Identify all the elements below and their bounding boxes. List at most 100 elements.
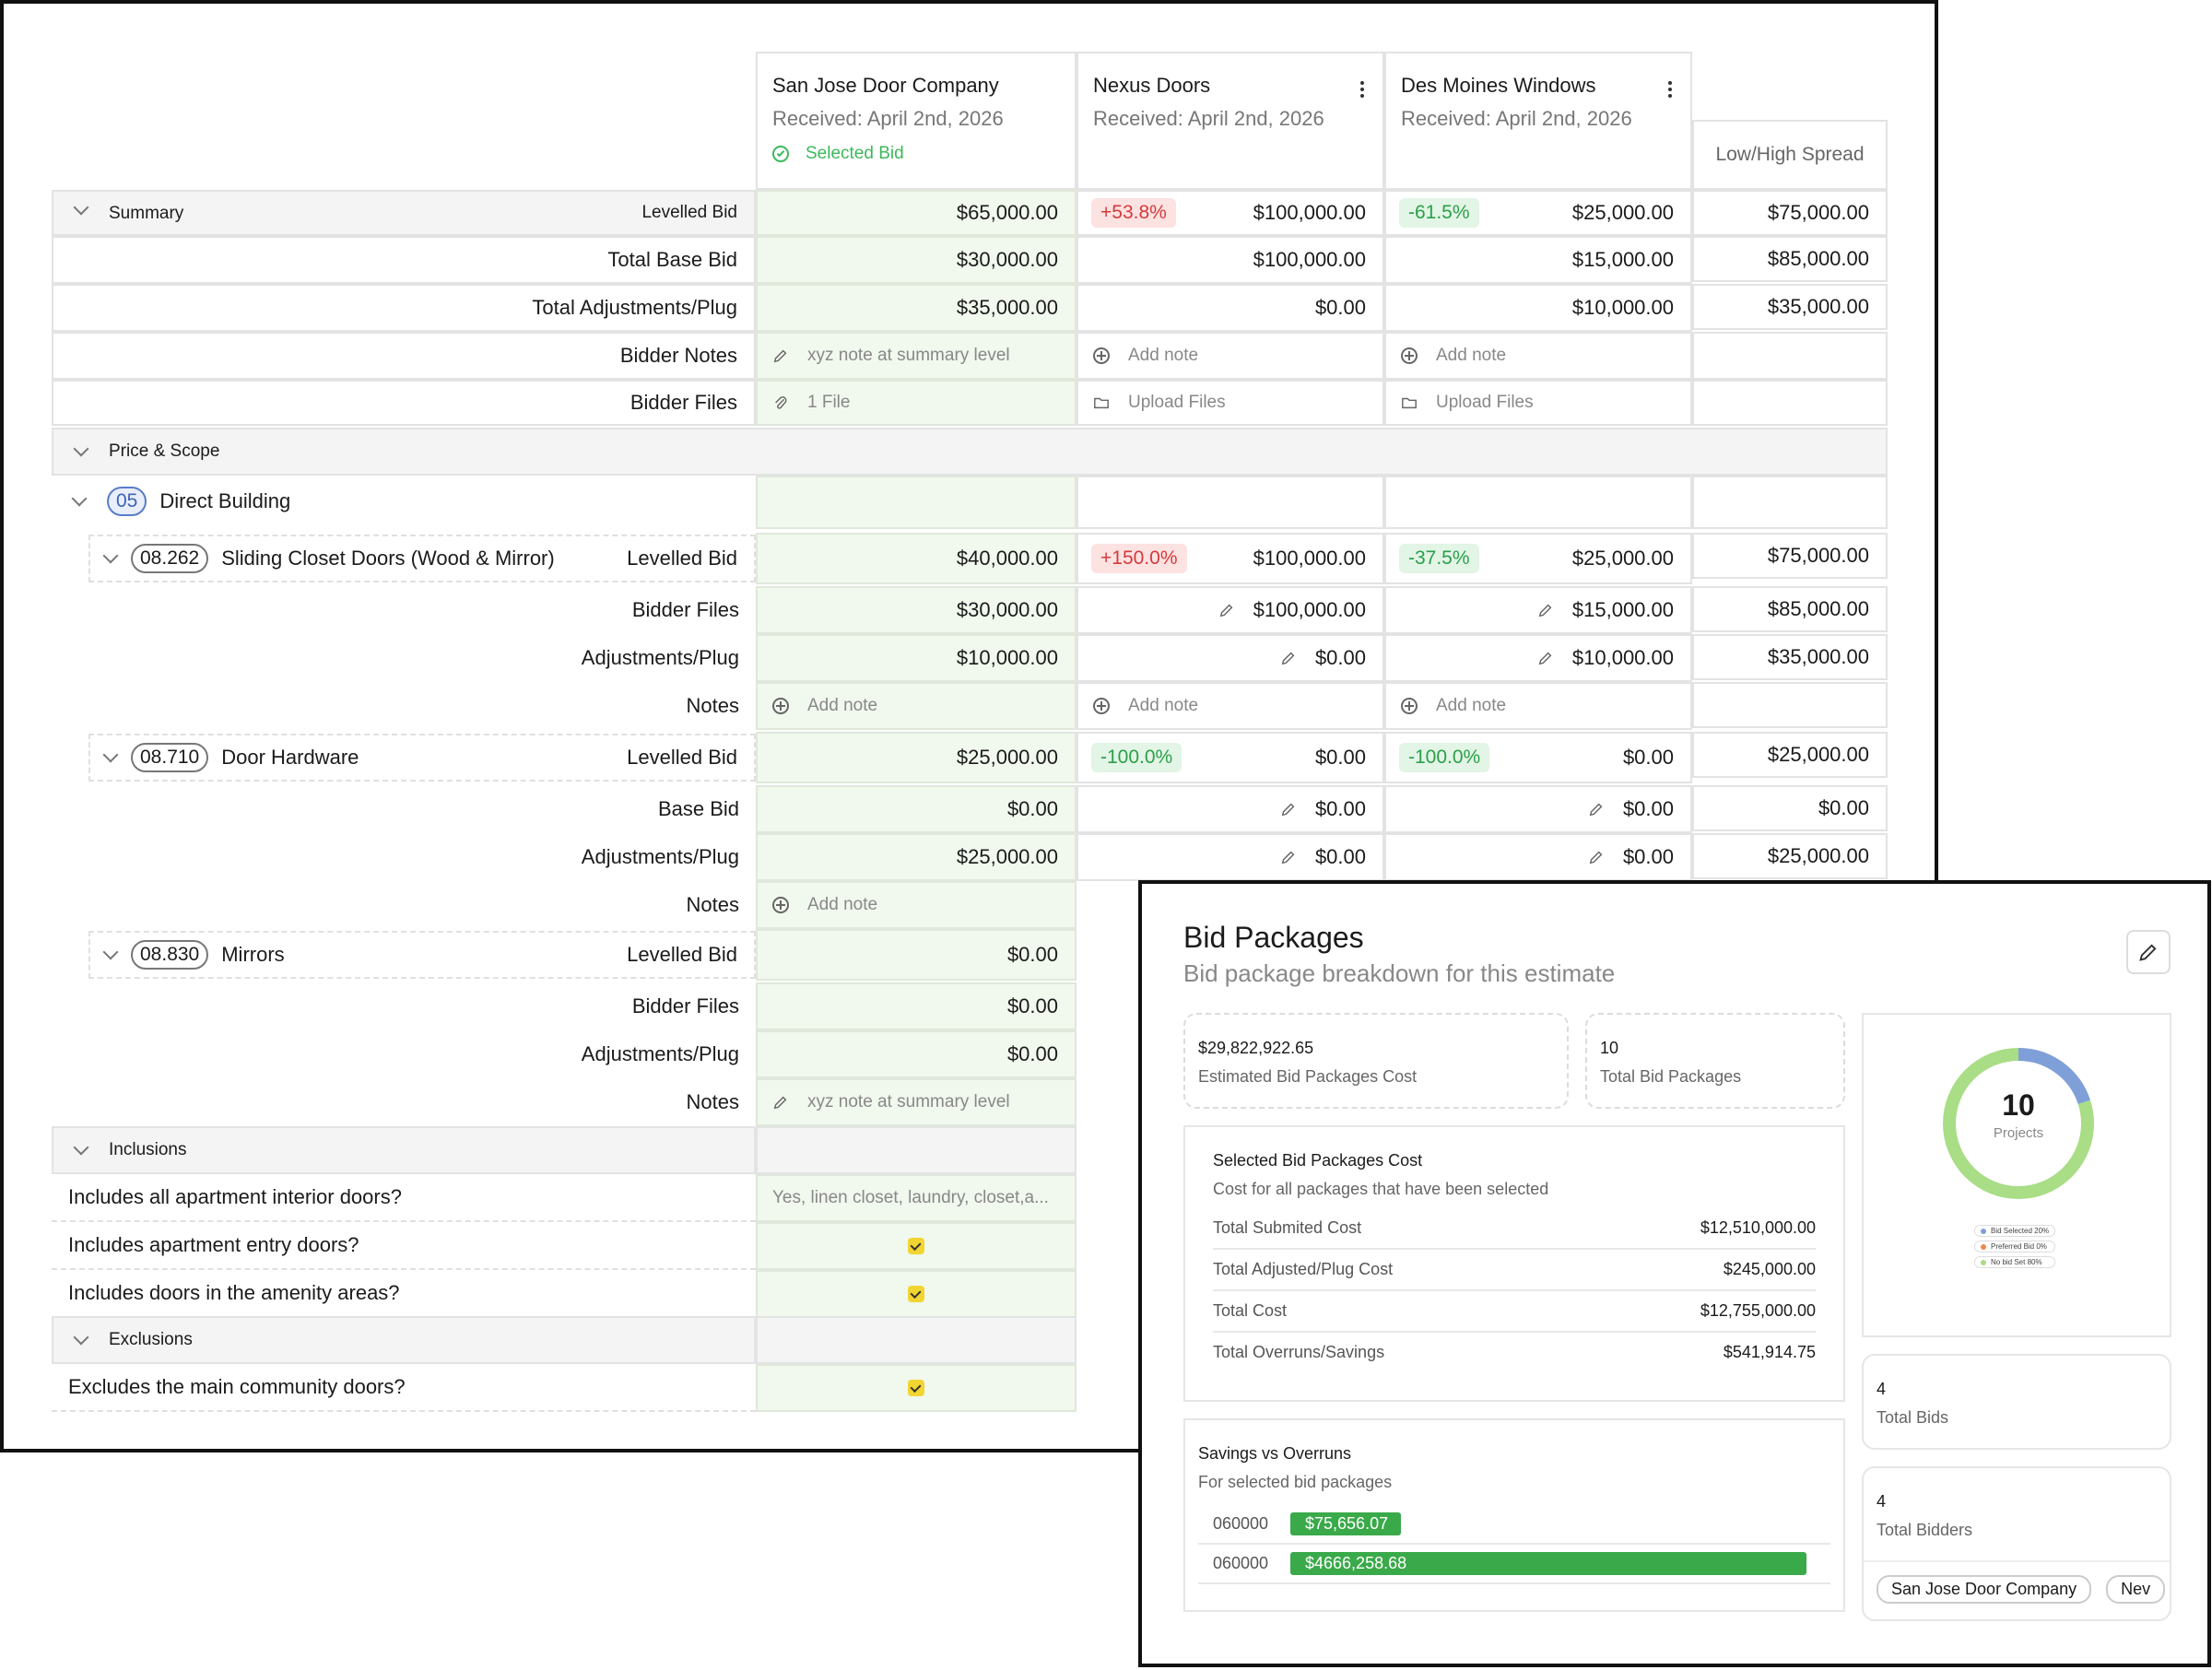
- variance-badge: +53.8%: [1091, 198, 1176, 228]
- cost-row: Total Adjusted/Plug Cost $245,000.00: [1213, 1250, 1816, 1291]
- variance-badge: -100.0%: [1091, 743, 1182, 772]
- upload-files-button[interactable]: Upload Files: [1384, 380, 1692, 426]
- inclusions-section-header[interactable]: Inclusions: [52, 1126, 756, 1174]
- pencil-icon: [2139, 944, 2157, 961]
- empty-cell: [1692, 332, 1888, 380]
- item1-r3-1[interactable]: $0.00: [1077, 634, 1384, 682]
- pencil-icon[interactable]: [1280, 650, 1297, 666]
- edit-button[interactable]: [2126, 930, 2171, 974]
- item-header-08262[interactable]: 08.262 Sliding Closet Doors (Wood & Mirro…: [88, 535, 756, 582]
- summary-section-header[interactable]: Summary Levelled Bid: [52, 190, 756, 236]
- empty-cell: [1692, 682, 1888, 728]
- bidder-received: Received: April 2nd, 2026: [772, 107, 1004, 130]
- item2-spread: $25,000.00: [1692, 732, 1888, 778]
- add-note-button[interactable]: Add note: [756, 682, 1077, 730]
- chevron-down-icon[interactable]: [102, 944, 119, 960]
- selected-cost-card: Selected Bid Packages Cost Cost for all …: [1183, 1125, 1845, 1402]
- add-note-button[interactable]: Add note: [1384, 332, 1692, 380]
- checkbox-checked-icon[interactable]: [908, 1380, 924, 1396]
- bidder-received: Received: April 2nd, 2026: [1401, 107, 1632, 130]
- total-bidders-label: Total Bidders: [1877, 1521, 1973, 1539]
- add-note-button[interactable]: Add note: [1077, 682, 1384, 730]
- inclusion-question-3: Includes doors in the amenity areas?: [52, 1270, 756, 1318]
- chevron-down-icon[interactable]: [73, 441, 89, 457]
- pencil-icon[interactable]: [1280, 849, 1297, 865]
- chevron-down-icon[interactable]: [102, 747, 119, 763]
- pencil-icon[interactable]: [1537, 650, 1554, 666]
- total-bidders-card: 4 Total Bidders San Jose Door Company Ne…: [1862, 1466, 2171, 1621]
- chevron-down-icon[interactable]: [73, 1329, 89, 1346]
- savings-bar-row: 060000 $75,656.07: [1198, 1505, 1830, 1545]
- chevron-down-icon[interactable]: [73, 1139, 89, 1156]
- bidder-chip[interactable]: San Jose Door Company: [1877, 1575, 2092, 1604]
- inclusion-answer-2[interactable]: [756, 1222, 1077, 1270]
- savings-bars: 060000 $75,656.07 060000 $4666,258.68: [1198, 1505, 1830, 1584]
- item-header-08830[interactable]: 08.830 Mirrors Levelled Bid: [88, 931, 756, 979]
- upload-files-button[interactable]: Upload Files: [1077, 380, 1384, 426]
- item2-levelled-1: -100.0% $0.00: [1077, 732, 1384, 783]
- item2-r2-1[interactable]: $0.00: [1077, 785, 1384, 833]
- direct-building-group[interactable]: 05 Direct Building: [52, 476, 756, 527]
- pencil-icon[interactable]: [1218, 602, 1235, 618]
- item2-r2-2[interactable]: $0.00: [1384, 785, 1692, 833]
- exclusions-section-header[interactable]: Exclusions: [52, 1316, 756, 1364]
- code-badge: 05: [107, 487, 147, 516]
- adj-spread: $35,000.00: [1692, 284, 1888, 330]
- checkbox-checked-icon[interactable]: [908, 1238, 924, 1254]
- chevron-down-icon[interactable]: [71, 490, 88, 507]
- inclusion-answer-3[interactable]: [756, 1270, 1077, 1318]
- folder-upload-icon: [1402, 397, 1417, 409]
- total-adjustments-label: Total Adjustments/Plug: [52, 284, 756, 332]
- item1-r3-2[interactable]: $10,000.00: [1384, 634, 1692, 682]
- checkbox-checked-icon[interactable]: [908, 1286, 924, 1302]
- cost-row: Total Cost $12,755,000.00: [1213, 1291, 1816, 1333]
- plus-circle-icon: [1093, 698, 1110, 714]
- base-bid-spread: $85,000.00: [1692, 236, 1888, 282]
- item1-r2-2[interactable]: $15,000.00: [1384, 586, 1692, 634]
- legend-label: Bid Selected 20%: [1991, 1227, 2050, 1235]
- pencil-icon[interactable]: [1588, 849, 1605, 865]
- note-cell-0[interactable]: xyz note at summary level: [756, 332, 1077, 380]
- item1-r3-spread: $35,000.00: [1692, 634, 1888, 680]
- chevron-down-icon[interactable]: [102, 547, 119, 564]
- pencil-icon[interactable]: [1537, 602, 1554, 618]
- bidder-header-san-jose[interactable]: San Jose Door Company Received: April 2n…: [756, 52, 1077, 190]
- inclusion-answer-1[interactable]: Yes, linen closet, laundry, closet,a...: [756, 1174, 1077, 1222]
- bar-code: 060000: [1213, 1514, 1269, 1533]
- note-cell[interactable]: xyz note at summary level: [756, 1078, 1077, 1126]
- code-badge: 08.262: [131, 544, 209, 573]
- bidder-chip[interactable]: Nev: [2106, 1575, 2166, 1604]
- more-options-icon[interactable]: [1360, 81, 1364, 98]
- item3-r3-0: $0.00: [756, 1030, 1077, 1078]
- price-scope-section-header[interactable]: Price & Scope: [52, 428, 1888, 476]
- add-note-button[interactable]: Add note: [1077, 332, 1384, 380]
- legend-label: Preferred Bid 0%: [1991, 1242, 2047, 1251]
- estimated-cost-label: Estimated Bid Packages Cost: [1198, 1067, 1418, 1086]
- item1-r2-1[interactable]: $100,000.00: [1077, 586, 1384, 634]
- empty-cell: [1077, 476, 1384, 529]
- add-note-button[interactable]: Add note: [1384, 682, 1692, 730]
- donut-segment: [1943, 1048, 2094, 1199]
- inclusion-question-1: Includes all apartment interior doors?: [52, 1174, 756, 1222]
- adj-2: $10,000.00: [1384, 284, 1692, 332]
- bid-packages-panel: Bid Packages Bid package breakdown for t…: [1138, 880, 2211, 1667]
- pencil-icon[interactable]: [1280, 801, 1297, 817]
- exclusion-answer-1[interactable]: [756, 1364, 1077, 1412]
- empty-cell: [1384, 476, 1692, 529]
- files-cell-0[interactable]: 1 File: [756, 380, 1077, 426]
- more-options-icon[interactable]: [1668, 81, 1672, 98]
- item2-r3-2[interactable]: $0.00: [1384, 833, 1692, 881]
- item2-r2-0: $0.00: [756, 785, 1077, 833]
- total-bids-label: Total Bids: [1877, 1408, 1949, 1427]
- estimated-cost-value: $29,822,922.65: [1198, 1039, 1314, 1057]
- total-bids-card: 4 Total Bids: [1862, 1354, 2171, 1450]
- projects-donut-chart: [1943, 1048, 2094, 1199]
- bidder-header-nexus[interactable]: Nexus Doors Received: April 2nd, 2026: [1077, 52, 1384, 190]
- chevron-down-icon[interactable]: [73, 199, 89, 216]
- bidder-header-des-moines[interactable]: Des Moines Windows Received: April 2nd, …: [1384, 52, 1692, 190]
- item2-r3-1[interactable]: $0.00: [1077, 833, 1384, 881]
- variance-badge: -37.5%: [1399, 544, 1479, 573]
- add-note-button[interactable]: Add note: [756, 881, 1077, 929]
- item-header-08710[interactable]: 08.710 Door Hardware Levelled Bid: [88, 734, 756, 782]
- pencil-icon[interactable]: [1588, 801, 1605, 817]
